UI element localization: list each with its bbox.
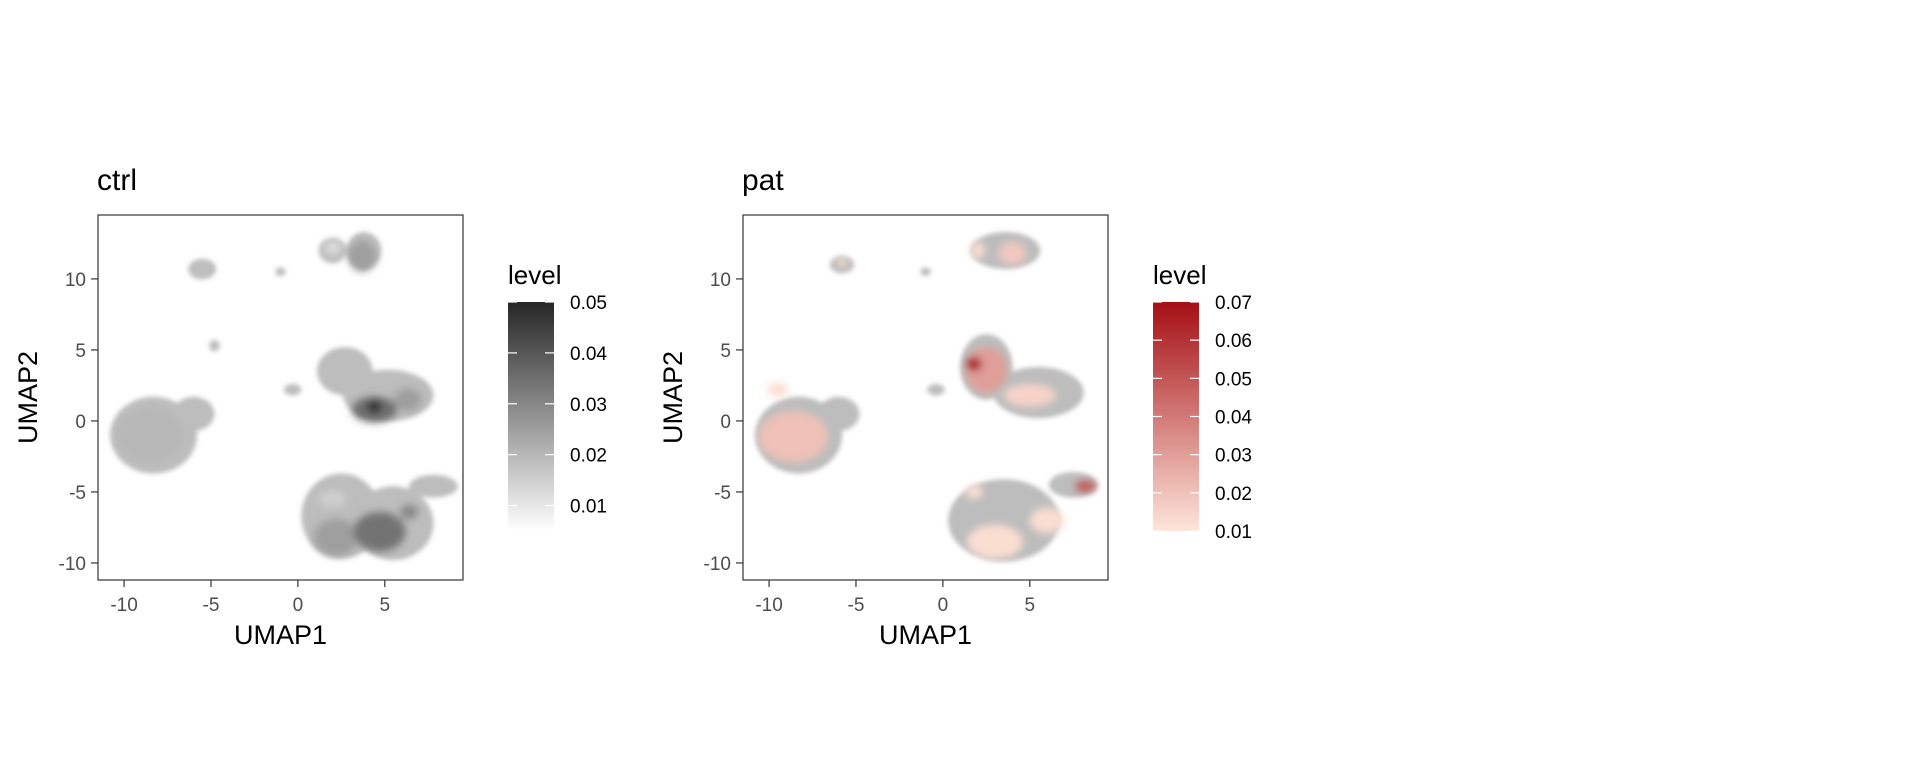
legend-ticks: 0.01 0.02 0.03 0.04 0.05 0.06 0.07	[1153, 293, 1252, 543]
density-peak	[965, 484, 983, 500]
legend-ticks: 0.01 0.02 0.03 0.04 0.05	[508, 293, 607, 518]
x-tick-label: -10	[755, 595, 782, 616]
legend-tick-label: 0.05	[1215, 369, 1252, 390]
density-peak	[313, 518, 359, 556]
legend-tick-label: 0.04	[570, 344, 607, 365]
density-layer	[117, 240, 422, 556]
legend: level 0.01 0.02 0.03 0.04 0.05	[508, 260, 607, 531]
panel-title: ctrl	[97, 164, 137, 197]
x-tick-label: 5	[379, 595, 390, 616]
legend-title: level	[1153, 260, 1206, 290]
legend: level 0.01 0.02 0.03 0.04 0.05 0.06 0.07	[1153, 260, 1252, 543]
cluster-blob	[409, 474, 458, 498]
plot-area	[743, 215, 1108, 580]
y-tick-label: -10	[59, 554, 86, 575]
density-peak	[353, 511, 406, 552]
density-peak	[117, 408, 184, 463]
legend-gradient	[508, 302, 554, 531]
y-tick-label: 0	[720, 412, 731, 433]
panel-pat: pat -10 -5 0 5 -10 -5 0 5 10 UMAP1 UMAP2 level …	[658, 164, 1252, 650]
x-tick-label: 0	[293, 595, 304, 616]
density-peak	[366, 400, 383, 414]
x-tick-label: -5	[203, 595, 220, 616]
legend-tick-label: 0.05	[570, 293, 607, 314]
legend-tick-label: 0.03	[570, 395, 607, 416]
x-tick-label: 5	[1024, 595, 1035, 616]
y-tick-label: -10	[704, 554, 731, 575]
x-axis-label: UMAP1	[879, 620, 972, 650]
density-peak	[966, 357, 982, 372]
cluster-blob	[283, 384, 302, 396]
density-peak	[1074, 480, 1096, 492]
x-axis-label: UMAP1	[234, 620, 327, 650]
y-axis-label: UMAP2	[13, 351, 43, 444]
legend-tick-label: 0.02	[1215, 484, 1252, 505]
density-peak	[1003, 384, 1056, 407]
cluster-blob	[927, 384, 945, 396]
y-tick-label: 0	[75, 412, 86, 433]
legend-tick-label: 0.04	[1215, 408, 1252, 429]
y-tick-label: 10	[710, 270, 731, 291]
density-peak	[767, 382, 789, 397]
density-peak	[400, 504, 418, 519]
y-axis: -10 -5 0 5 10	[59, 270, 98, 575]
y-axis: -10 -5 0 5 10	[704, 270, 743, 575]
panel-title: pat	[742, 164, 784, 197]
density-peak	[1029, 507, 1065, 534]
x-tick-label: 0	[938, 595, 949, 616]
y-tick-label: 5	[75, 341, 86, 362]
panel-border	[742, 214, 1109, 581]
cluster-blob	[209, 339, 220, 352]
y-tick-label: 5	[720, 341, 731, 362]
density-peak	[967, 524, 1023, 559]
density-peak	[193, 264, 208, 277]
density-peak	[836, 257, 848, 267]
cluster-blob	[172, 396, 215, 431]
legend-tick-label: 0.01	[1215, 522, 1252, 543]
y-axis-label: UMAP2	[658, 351, 688, 444]
x-tick-label: -10	[110, 595, 137, 616]
panel-ctrl: ctrl -10 -5 0 5 -10 -5 0 5 10 UMAP1 UMAP2 level…	[13, 164, 607, 650]
density-peak	[998, 241, 1027, 265]
legend-colorbar	[508, 302, 554, 531]
density-layer	[758, 241, 1096, 559]
density-peak	[758, 410, 829, 463]
legend-tick-label: 0.06	[1215, 331, 1252, 352]
legend-tick-label: 0.01	[570, 497, 607, 518]
density-peak	[970, 241, 985, 260]
x-tick-label: -5	[848, 595, 865, 616]
legend-tick-label: 0.02	[570, 446, 607, 467]
density-peak	[318, 490, 347, 508]
plot-area	[98, 215, 463, 580]
density-peak	[323, 240, 342, 255]
cluster-blob	[275, 267, 286, 277]
panel-border	[97, 214, 464, 581]
cluster-blob	[817, 396, 860, 431]
cluster-blob	[920, 267, 931, 277]
y-tick-label: 10	[65, 270, 86, 291]
x-axis: -10 -5 0 5	[755, 580, 1035, 616]
x-axis: -10 -5 0 5	[110, 580, 390, 616]
density-peak	[393, 388, 422, 411]
y-tick-label: -5	[69, 483, 86, 504]
density-peak	[348, 240, 377, 272]
legend-tick-label: 0.07	[1215, 293, 1252, 314]
y-tick-label: -5	[714, 483, 731, 504]
legend-tick-label: 0.03	[1215, 446, 1252, 467]
legend-title: level	[508, 260, 561, 290]
